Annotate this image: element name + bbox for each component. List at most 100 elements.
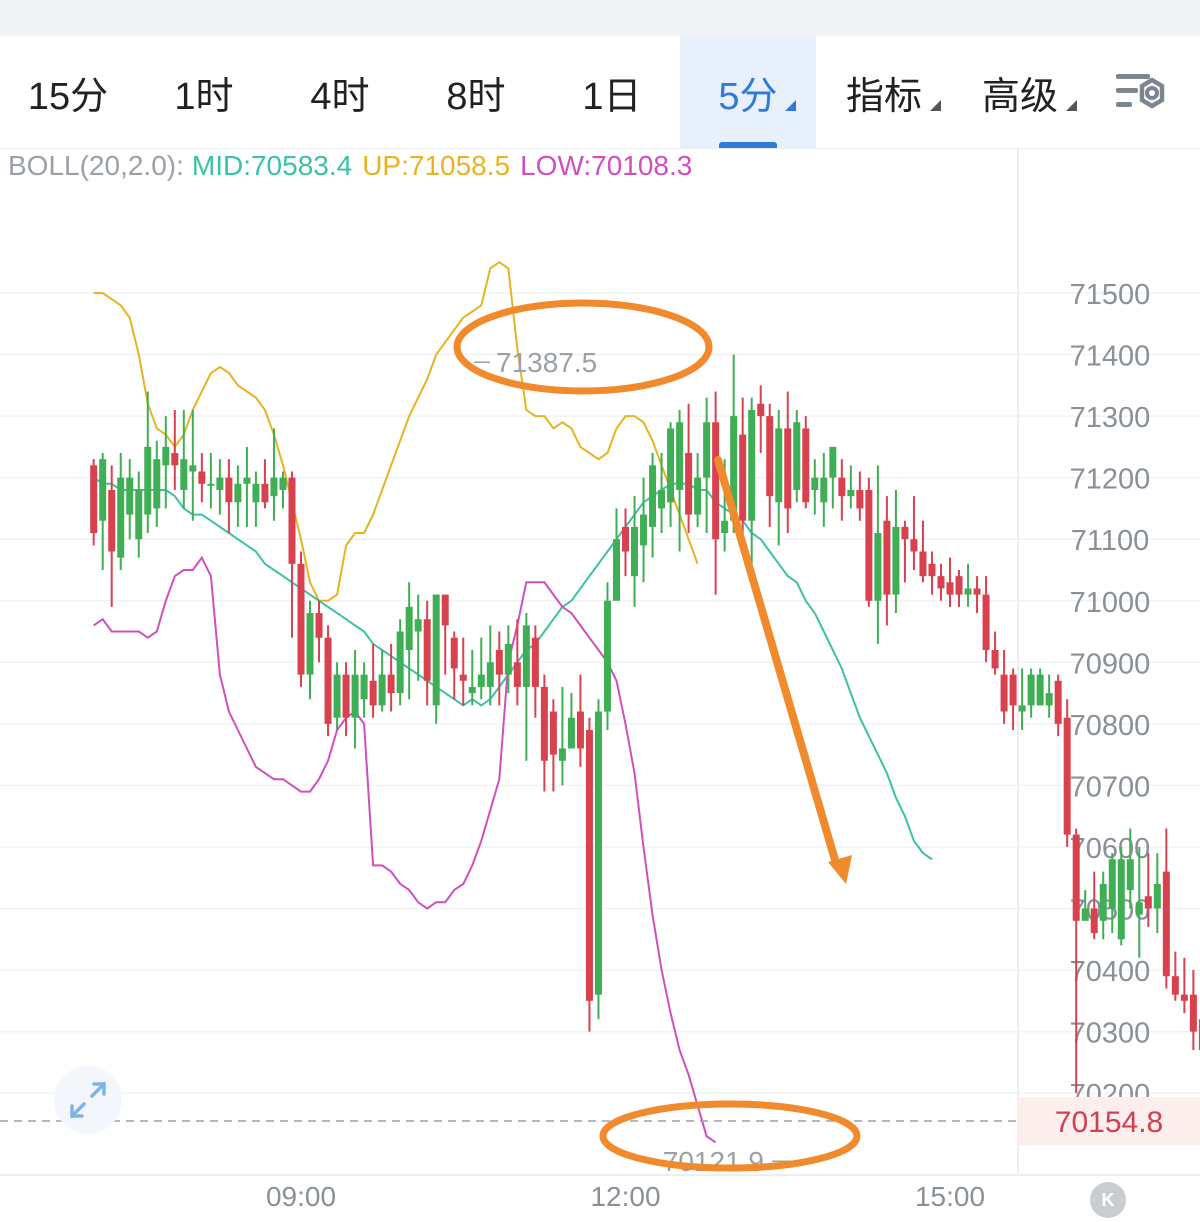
price-axis-label: 70400 <box>1070 956 1151 988</box>
candle-body <box>730 416 738 521</box>
boll-legend: BOLL(20,2.0): MID:70583.4 UP:71058.5 LOW:70… <box>8 150 702 182</box>
tab-1hour[interactable]: 1时 <box>136 36 272 148</box>
candle-body <box>982 594 990 650</box>
candle-body <box>937 576 945 589</box>
candle-body <box>1099 883 1107 921</box>
candle-body <box>432 594 440 706</box>
candle-body <box>270 477 278 497</box>
candlestick-chart[interactable]: 71500 71400 71300 71200 71100 71000 70900 70800… <box>0 148 1200 1222</box>
candle-body <box>234 483 242 503</box>
candle-body <box>1054 680 1062 724</box>
candle-body <box>802 428 810 503</box>
candle-body <box>820 477 828 503</box>
candle-body <box>1135 902 1143 915</box>
tab-label: 8时 <box>446 75 506 118</box>
candle-body <box>342 674 350 718</box>
candle-body <box>459 674 467 681</box>
tab-indicators[interactable]: 指标 <box>816 36 952 148</box>
candle-body <box>396 631 404 694</box>
candle-body <box>198 471 206 484</box>
candle-body <box>144 446 152 515</box>
candle-body <box>180 459 188 490</box>
candle-body <box>811 477 819 490</box>
candle-body <box>973 588 981 595</box>
candle-body <box>576 711 584 749</box>
tab-8hour[interactable]: 8时 <box>408 36 544 148</box>
candle-body <box>721 520 729 534</box>
tab-5min[interactable]: 5分 <box>680 36 816 148</box>
top-strip <box>0 0 1200 36</box>
candle-body <box>964 588 972 595</box>
dropdown-triangle-icon <box>1066 100 1077 111</box>
price-axis-label: 71100 <box>1071 525 1150 557</box>
candle-body <box>387 674 395 694</box>
candle-body <box>1027 674 1035 706</box>
candle-body <box>865 489 873 601</box>
candle-body <box>1018 705 1026 712</box>
k-line-button[interactable]: K <box>1090 1182 1126 1218</box>
candle-body <box>712 422 720 540</box>
candle-body <box>883 520 891 595</box>
candle-body <box>423 619 431 681</box>
candle-body <box>486 662 494 687</box>
candle-body <box>135 489 143 540</box>
candle-body <box>288 477 296 564</box>
last-price-tag <box>1018 1096 1200 1145</box>
tab-15min[interactable]: 15分 <box>0 36 136 148</box>
candle-body <box>378 674 386 706</box>
candle-body <box>126 477 134 515</box>
candle-body <box>703 422 711 478</box>
candle-body <box>612 539 620 601</box>
candle-body <box>685 453 693 515</box>
tab-label: 15分 <box>27 75 109 118</box>
candle-body <box>513 662 521 687</box>
high-price-label: 71387.5 <box>496 347 597 378</box>
price-axis-label: 71200 <box>1070 464 1151 496</box>
candle-body <box>955 576 963 595</box>
chart-settings-icon[interactable] <box>1110 64 1174 124</box>
candle-body <box>243 477 251 484</box>
candle-body <box>649 465 657 527</box>
boll-up-value: UP:71058.5 <box>362 150 511 181</box>
candle-body <box>1072 834 1080 921</box>
candle-body <box>667 428 675 503</box>
candle-body <box>658 489 666 509</box>
candle-body <box>261 483 269 503</box>
low-price-label: 70121.9 <box>663 1146 764 1177</box>
candle-body <box>315 613 323 638</box>
candle-body <box>919 551 927 577</box>
tab-advanced[interactable]: 高级 <box>952 36 1088 148</box>
active-tab-indicator <box>719 142 777 148</box>
expand-fullscreen-icon[interactable] <box>54 1066 122 1134</box>
dropdown-triangle-icon <box>785 100 796 111</box>
candle-body <box>171 453 179 466</box>
candle-body <box>892 526 900 595</box>
candle-body <box>405 606 413 650</box>
time-axis-label: 15:00 <box>915 1181 985 1212</box>
candle-body <box>640 514 648 546</box>
candle-body <box>991 649 999 669</box>
price-axis-label: 71000 <box>1070 587 1151 619</box>
candle-body <box>775 428 783 503</box>
candle-body <box>1036 674 1044 706</box>
tab-label: 指标 <box>845 75 922 118</box>
tab-4hour[interactable]: 4时 <box>272 36 408 148</box>
candle-body <box>1189 994 1197 1032</box>
tab-1day[interactable]: 1日 <box>544 36 680 148</box>
candle-body <box>324 637 332 724</box>
candle-body <box>558 748 566 761</box>
candle-body <box>1009 674 1017 706</box>
candle-body <box>117 477 125 558</box>
candle-body <box>766 416 774 497</box>
candle-body <box>468 686 476 694</box>
time-axis-label: 09:00 <box>266 1181 336 1212</box>
candle-body <box>676 422 684 490</box>
candle-body <box>748 409 756 521</box>
candle-body <box>351 674 359 718</box>
candle-body <box>567 717 575 749</box>
candle-body <box>549 711 557 755</box>
candle-body <box>1126 859 1134 891</box>
candle-body <box>522 625 530 687</box>
candle-body <box>1171 976 1179 995</box>
price-axis-label: 70300 <box>1070 1018 1151 1050</box>
